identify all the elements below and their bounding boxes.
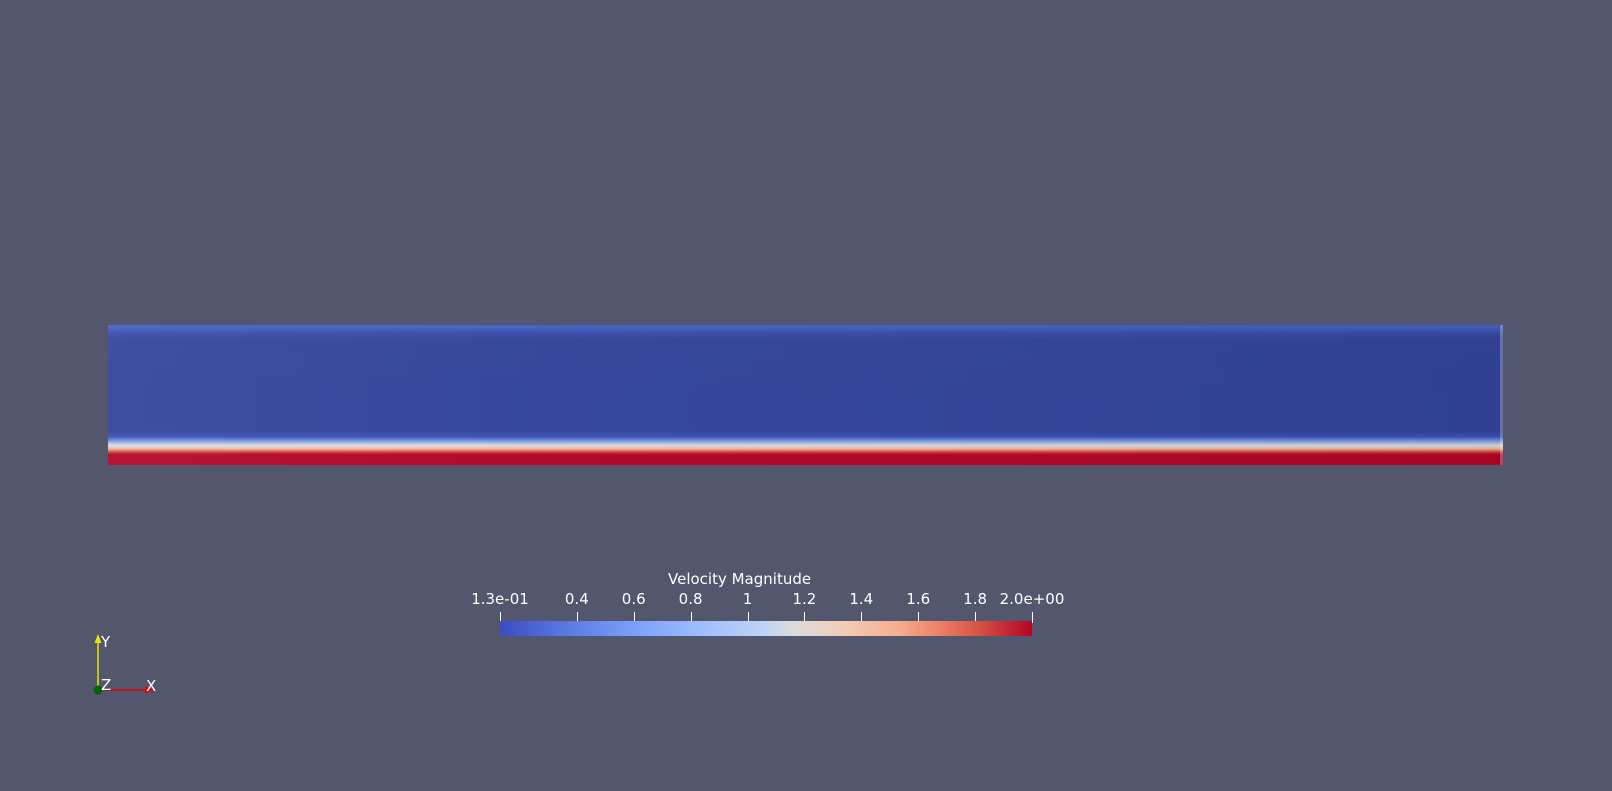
colorbar-tick-label: 1.2 bbox=[792, 590, 817, 608]
velocity-field bbox=[108, 325, 1503, 465]
y-axis-label: Y bbox=[100, 633, 111, 651]
colorbar-tick-mark bbox=[804, 612, 805, 623]
x-axis-arrow bbox=[145, 686, 154, 694]
z-axis-dot bbox=[93, 685, 103, 695]
colorbar-tick-mark bbox=[634, 612, 635, 623]
colorbar-tick-mark bbox=[691, 612, 692, 623]
colorbar-tick-label: 1.6 bbox=[906, 590, 931, 608]
colorbar-tick-mark bbox=[500, 612, 501, 623]
channel-flow-domain bbox=[108, 325, 1503, 465]
colorbar-tick-label: 1 bbox=[742, 590, 753, 608]
colorbar-tick-mark bbox=[918, 612, 919, 623]
colorbar-tick-mark bbox=[577, 612, 578, 623]
z-axis-label: Z bbox=[101, 676, 111, 694]
colorbar-title: Velocity Magnitude bbox=[668, 570, 812, 588]
colorbar bbox=[500, 621, 1032, 636]
colorbar-tick-label: 2.0e+00 bbox=[999, 590, 1065, 608]
x-axis-label: X bbox=[146, 677, 156, 695]
colorbar-tick-label: 0.6 bbox=[621, 590, 646, 608]
colorbar-tick-mark bbox=[861, 612, 862, 623]
colorbar-tick-label: 1.8 bbox=[963, 590, 988, 608]
colorbar-tick-label: 0.4 bbox=[564, 590, 589, 608]
colorbar-tick-mark bbox=[748, 612, 749, 623]
colorbar-tick-label: 1.4 bbox=[849, 590, 874, 608]
y-axis-arrow bbox=[94, 634, 102, 643]
colorbar-tick-mark bbox=[1032, 612, 1033, 623]
orientation-axes: Y Z X bbox=[93, 633, 156, 695]
colorbar-tick-label: 1.3e-01 bbox=[471, 590, 529, 608]
colorbar-tick-label: 0.8 bbox=[678, 590, 703, 608]
colorbar-tick-mark bbox=[975, 612, 976, 623]
